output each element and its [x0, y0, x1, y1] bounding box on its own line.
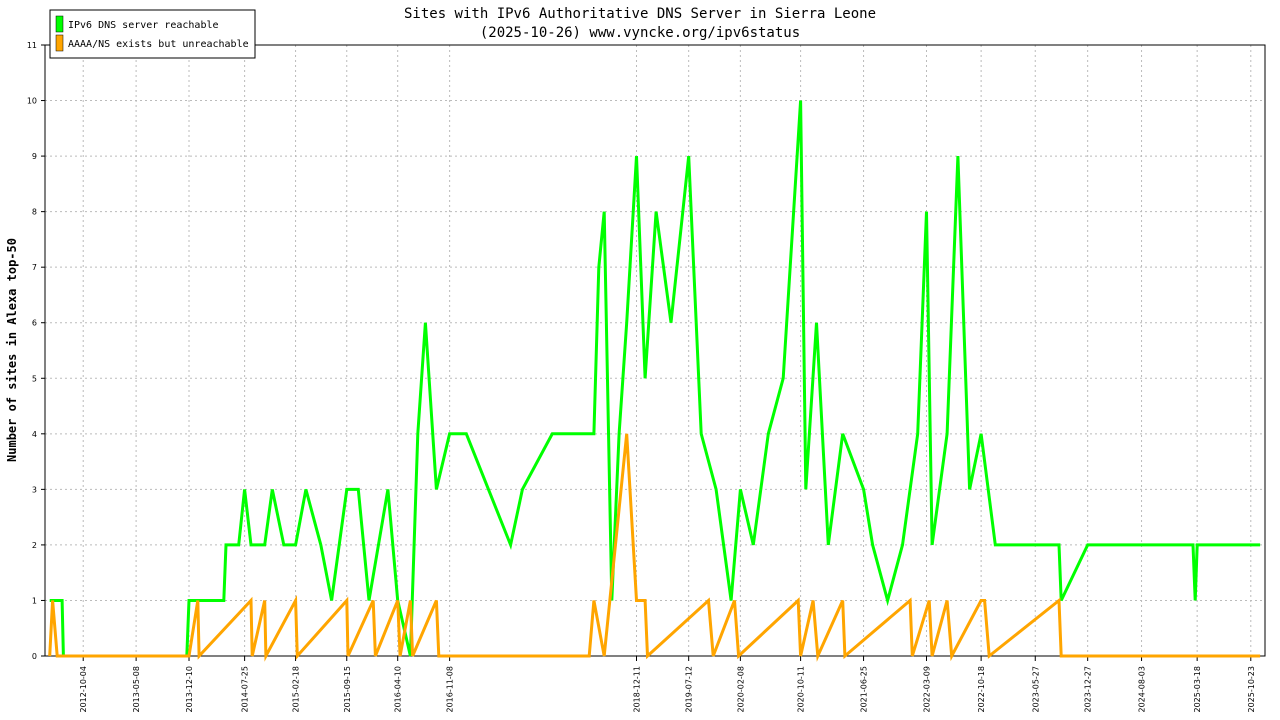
x-tick-label: 2023-12-27: [1084, 666, 1093, 713]
x-tick-label: 2013-12-10: [185, 666, 194, 713]
legend-box: [49, 9, 256, 59]
series-layer: [48, 100, 1261, 662]
y-axis: 0 1 2 3 4 5 6 7 8 9 10 11: [27, 41, 45, 661]
x-tick-label: 2022-10-18: [977, 666, 986, 713]
y-tick-label: 6: [32, 319, 37, 328]
grid: [45, 45, 1265, 656]
chart-subtitle: (2025-10-26) www.vyncke.org/ipv6status: [480, 25, 800, 41]
y-tick-label: 3: [32, 485, 37, 494]
plot-frame: [44, 44, 1266, 657]
x-tick-label: 2018-12-11: [633, 666, 642, 713]
legend: IPv6 DNS server reachable AAAA/NS exists…: [49, 9, 256, 59]
x-tick-label: 2022-03-09: [923, 666, 932, 713]
x-tick-label: 2020-02-08: [736, 666, 745, 713]
series-line-unreachable: [48, 433, 1261, 662]
y-tick-label: 8: [32, 208, 37, 217]
x-tick-label: 2014-07-25: [241, 666, 250, 713]
y-tick-label: 0: [32, 652, 37, 661]
y-tick-label: 9: [32, 152, 37, 161]
chart-title: Sites with IPv6 Authoritative DNS Server…: [404, 6, 876, 22]
y-tick-label: 10: [27, 97, 37, 106]
y-tick-label: 1: [32, 596, 37, 605]
x-tick-label: 2015-09-15: [343, 666, 352, 713]
x-tick-label: 2016-11-08: [446, 666, 455, 713]
y-tick-label: 11: [27, 41, 37, 50]
legend-label-reachable: IPv6 DNS server reachable: [68, 20, 219, 31]
x-tick-label: 2016-04-10: [394, 666, 403, 713]
y-axis-label: Number of sites in Alexa top-50: [5, 238, 19, 462]
y-tick-label: 4: [32, 430, 37, 439]
x-tick-label: 2020-10-11: [797, 666, 806, 713]
y-tick-label: 5: [32, 374, 37, 383]
x-axis: 2012-10-04 2013-05-08 2013-12-10 2014-07-25…: [79, 656, 1256, 713]
legend-swatch-unreachable: [55, 34, 64, 52]
x-tick-label: 2021-06-25: [860, 666, 869, 713]
x-tick-label: 2023-05-27: [1031, 666, 1040, 713]
y-tick-label: 7: [32, 263, 37, 272]
legend-label-unreachable: AAAA/NS exists but unreachable: [68, 39, 249, 50]
y-tick-label: 2: [32, 541, 37, 550]
x-tick-label: 2025-03-18: [1193, 666, 1202, 713]
x-tick-label: 2019-07-12: [685, 666, 694, 713]
x-tick-label: 2013-05-08: [132, 666, 141, 713]
x-tick-label: 2012-10-04: [79, 666, 88, 713]
x-tick-label: 2025-10-23: [1247, 666, 1256, 713]
series-line-reachable: [49, 100, 1261, 658]
x-tick-label: 2015-02-18: [292, 666, 301, 713]
x-tick-label: 2024-08-03: [1138, 666, 1147, 713]
legend-swatch-reachable: [55, 15, 64, 33]
